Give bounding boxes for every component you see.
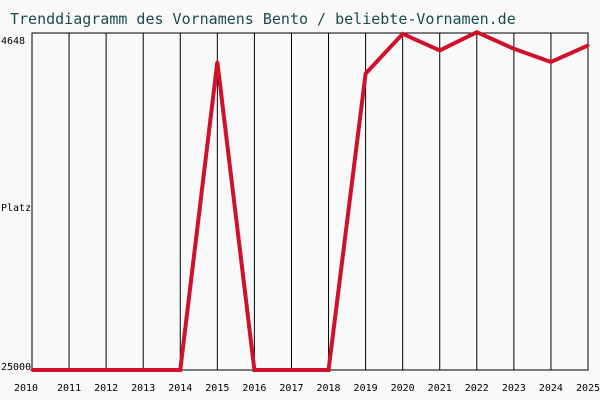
x-tick-label: 2014: [168, 383, 192, 394]
data-point: [586, 43, 590, 47]
x-tick-label: 2012: [94, 383, 118, 394]
data-point: [67, 368, 71, 372]
series-group: [30, 29, 590, 372]
x-ticks: 2010 2011 2012 2013 2014 2015 2016 2017 2018 2019…: [14, 383, 600, 394]
y-top-tick: 4648: [1, 36, 25, 47]
x-tick-label: 2021: [428, 383, 452, 394]
chart-title: Trenddiagramm des Vornamens Bento / beli…: [10, 10, 516, 28]
x-tick-label: 2023: [502, 383, 526, 394]
data-point: [30, 368, 34, 372]
x-tick-label: 2020: [391, 383, 415, 394]
chart-grid: [31, 32, 589, 371]
data-point: [512, 47, 516, 51]
data-point: [104, 368, 108, 372]
x-tick-label: 2010: [14, 383, 38, 394]
data-point: [401, 32, 405, 36]
data-point: [252, 368, 256, 372]
x-tick-label: 2015: [205, 383, 229, 394]
x-tick-label: 2024: [539, 383, 563, 394]
data-point: [178, 368, 182, 372]
data-point: [327, 368, 331, 372]
data-point: [364, 72, 368, 76]
x-tick-label: 2013: [131, 383, 155, 394]
x-tick-label: 2019: [354, 383, 378, 394]
series-line: [32, 29, 589, 372]
x-tick-label: 2017: [279, 383, 303, 394]
x-tick-label: 2018: [316, 383, 340, 394]
data-point: [289, 368, 293, 372]
data-point: [141, 368, 145, 372]
x-tick-label: 2022: [465, 383, 489, 394]
x-tick-label: 2011: [57, 383, 81, 394]
data-point: [549, 60, 553, 64]
y-axis-label: Platz: [1, 203, 31, 214]
data-point: [215, 60, 219, 64]
x-tick-label: 2016: [242, 383, 266, 394]
x-tick-label: 2025: [576, 383, 600, 394]
plot-frame: [31, 32, 589, 371]
data-point: [438, 48, 442, 52]
data-point: [475, 30, 479, 34]
y-bottom-tick: 25000: [1, 362, 31, 373]
